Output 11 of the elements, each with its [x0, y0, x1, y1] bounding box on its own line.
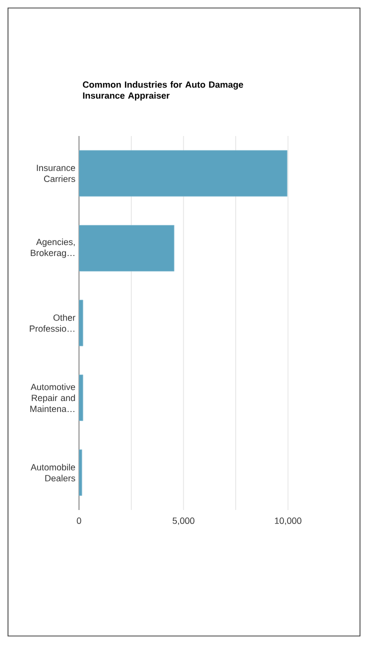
y-tick-label: Automobile Dealers	[30, 464, 76, 482]
y-tick-label: Agencies, Brokerag…	[30, 238, 75, 258]
x-tick-label: 10,000	[274, 518, 302, 525]
x-tick-label: 0	[76, 518, 82, 524]
y-tick-label: Automotive Repair and Maintena…	[30, 384, 76, 412]
y-tick-label: Insurance Carriers	[36, 164, 76, 182]
x-tick-label: 5,000	[172, 518, 194, 525]
bar	[79, 225, 174, 272]
chart-title: Common Industries for Auto Damage Insurance Appraiser	[82, 81, 244, 101]
bar	[79, 150, 288, 197]
y-tick-label: Other Professio…	[30, 314, 76, 332]
